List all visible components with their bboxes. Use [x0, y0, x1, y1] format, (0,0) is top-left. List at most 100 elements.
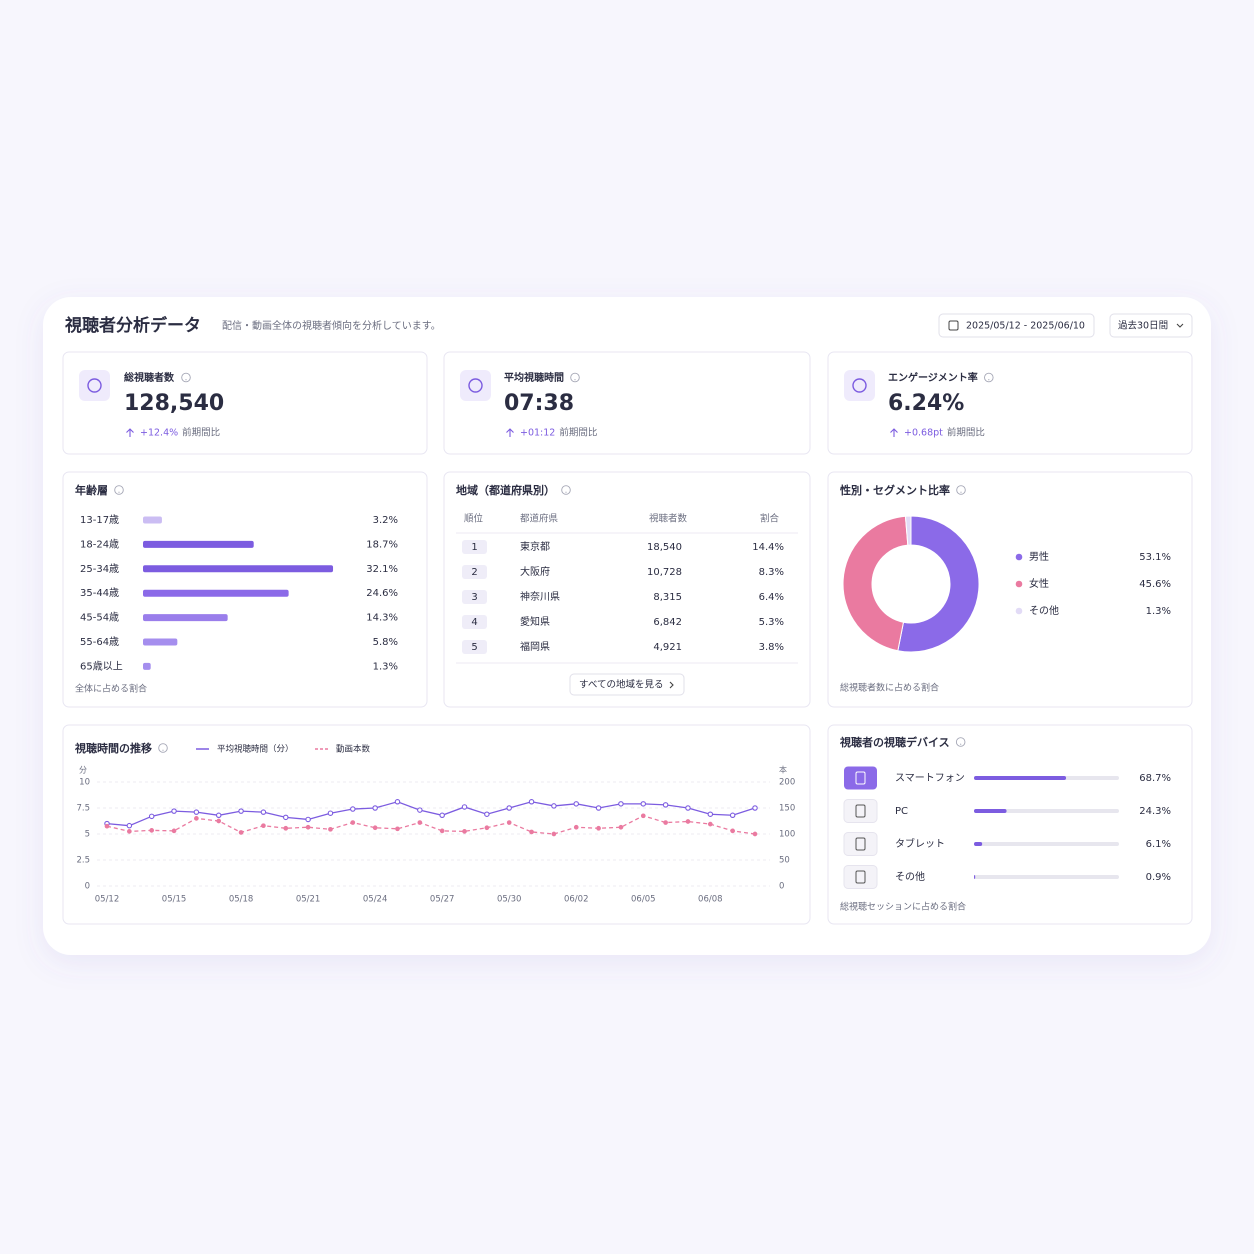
- help-icon[interactable]: [561, 485, 571, 495]
- point: [394, 799, 401, 805]
- card-title: 年齢層: [75, 483, 108, 497]
- point: [395, 826, 400, 832]
- age-label: 45-54歳: [80, 612, 119, 624]
- region-cell: 5: [471, 642, 477, 653]
- donut-slice: [897, 515, 980, 653]
- help-dot: [960, 491, 962, 493]
- point: [506, 805, 512, 811]
- kpi-change-note: 前期間比: [559, 427, 597, 439]
- age-label: 55-64歳: [80, 636, 119, 648]
- device-label: スマートフォン: [895, 773, 965, 784]
- region-cell: 福岡県: [520, 640, 550, 653]
- region-cell: 4,921: [653, 642, 682, 653]
- help-dot: [960, 743, 962, 745]
- age-value: 5.8%: [373, 637, 398, 648]
- footnote: 総視聴セッションに占める割合: [840, 901, 966, 913]
- region-cell: 14.4%: [752, 542, 784, 553]
- legend-value: 1.3%: [1146, 606, 1171, 617]
- period-select[interactable]: [1109, 313, 1193, 338]
- region-cell: 3: [471, 592, 477, 603]
- age-value: 3.2%: [373, 515, 398, 526]
- help-icon[interactable]: [114, 485, 124, 495]
- point: [596, 825, 601, 831]
- card-title: 視聴時間の推移: [74, 741, 152, 755]
- device-icon: [855, 771, 866, 785]
- point: [350, 806, 356, 812]
- age-bar: [143, 589, 289, 597]
- point: [707, 811, 714, 817]
- help-icon[interactable]: [956, 485, 966, 495]
- point: [327, 810, 334, 816]
- y-tick-label: 10: [79, 778, 90, 788]
- x-tick-label: 06/08: [698, 895, 723, 905]
- region-cell: 5.3%: [759, 617, 784, 628]
- point: [484, 825, 490, 831]
- column-header: 視聴者数: [649, 513, 688, 525]
- device-label: PC: [895, 806, 908, 817]
- device-value: 0.9%: [1146, 872, 1171, 883]
- donut-slice: [904, 515, 912, 546]
- device-icon-box: [843, 865, 878, 889]
- region-cell: 6.4%: [759, 592, 784, 603]
- card: [827, 471, 1193, 708]
- point: [461, 804, 468, 810]
- point: [148, 813, 155, 820]
- chevron: [1176, 323, 1184, 328]
- device-icon: [855, 870, 866, 884]
- help-dot: [574, 379, 576, 381]
- age-label: 65歳以上: [80, 660, 123, 672]
- region-cell: 6,842: [653, 617, 682, 628]
- y2-unit: 本: [779, 765, 787, 775]
- chevron: [669, 681, 674, 689]
- device-icon-box: [843, 799, 878, 823]
- region-cell: 大阪府: [520, 565, 550, 578]
- help-icon[interactable]: [570, 372, 580, 383]
- age-bar: [143, 565, 334, 573]
- point: [640, 813, 646, 819]
- up-arrow: [890, 428, 898, 437]
- age-value: 24.6%: [366, 588, 398, 599]
- point: [372, 825, 378, 831]
- point: [663, 820, 668, 825]
- card-title: 性別・セグメント比率: [840, 483, 950, 497]
- point: [685, 805, 691, 811]
- help-icon[interactable]: [158, 743, 168, 753]
- point: [216, 818, 222, 824]
- help-icon[interactable]: [181, 372, 191, 383]
- device-track: [974, 842, 1119, 846]
- point: [283, 825, 289, 831]
- age-value: 1.3%: [373, 661, 398, 672]
- point: [529, 829, 534, 835]
- link-text: すべての地域を見る: [579, 679, 663, 691]
- kpi-icon: [468, 378, 483, 393]
- point: [215, 812, 222, 819]
- help-icon[interactable]: [955, 737, 966, 747]
- point: [171, 808, 177, 814]
- date-button[interactable]: [938, 313, 1095, 338]
- point: [372, 805, 378, 811]
- point: [528, 799, 535, 805]
- card: [443, 471, 811, 708]
- y-unit: 分: [79, 766, 87, 775]
- page-subtitle: 配信・動画全体の視聴者傾向を分析しています。: [222, 319, 441, 332]
- point: [618, 824, 624, 830]
- kpi-change: +0.68pt: [904, 428, 943, 439]
- card: [62, 471, 428, 708]
- device-label: タブレット: [895, 837, 945, 850]
- age-value: 18.7%: [366, 539, 398, 550]
- device-icon-box: [844, 766, 877, 790]
- y2-tick-label: 50: [779, 856, 790, 866]
- kpi-value: 128,540: [124, 391, 224, 416]
- help-icon[interactable]: [984, 372, 994, 383]
- point: [551, 803, 557, 809]
- region-cell: 10,728: [647, 567, 682, 578]
- page-title: 視聴者分析データ: [64, 315, 201, 336]
- kpi-change: +01:12: [520, 428, 555, 439]
- card: [827, 724, 1193, 925]
- device-bar: [974, 809, 1007, 813]
- age-label: 18-24歳: [80, 538, 119, 550]
- link-button[interactable]: [569, 673, 685, 696]
- kpi-icon-box: [79, 370, 110, 401]
- device-bar: [974, 842, 983, 846]
